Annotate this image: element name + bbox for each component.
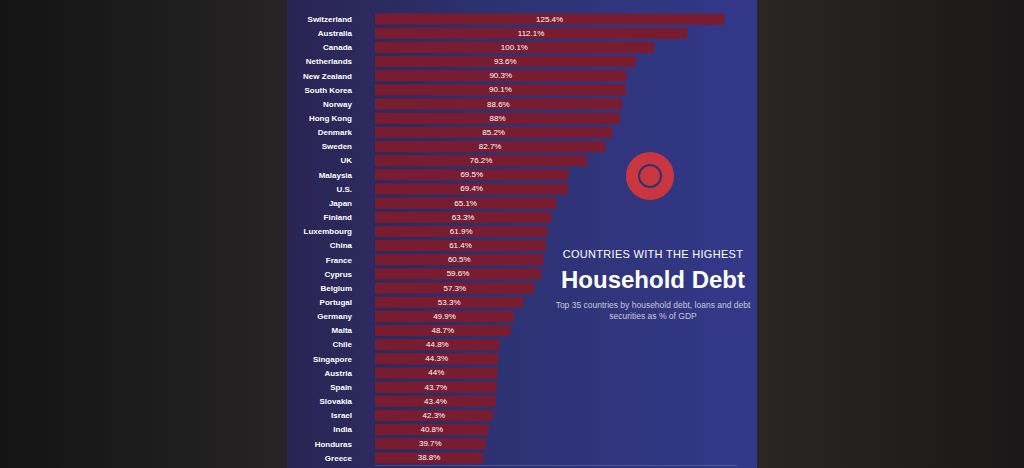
svg-text:69.4%: 69.4% [460, 184, 483, 193]
svg-text:88%: 88% [490, 114, 506, 123]
html-text:Household Debt: Household Debt [561, 266, 745, 293]
svg-text:Belgium: Belgium [320, 284, 352, 293]
svg-text:59.6%: 59.6% [447, 269, 470, 278]
svg-text:Hong Kong: Hong Kong [309, 114, 352, 123]
svg-text:90.1%: 90.1% [489, 85, 512, 94]
svg-text:Honduras: Honduras [315, 440, 353, 449]
svg-text:49.9%: 49.9% [433, 312, 456, 321]
svg-text:53.3%: 53.3% [438, 298, 461, 307]
svg-text:69.5%: 69.5% [460, 170, 483, 179]
svg-text:Canada: Canada [323, 43, 352, 52]
svg-text:Chile: Chile [332, 340, 352, 349]
svg-text:Israel: Israel [331, 411, 352, 420]
svg-text:44.3%: 44.3% [425, 354, 448, 363]
svg-text:61.9%: 61.9% [450, 227, 473, 236]
svg-text:60.5%: 60.5% [448, 255, 471, 264]
svg-text:Japan: Japan [329, 199, 352, 208]
svg-text:Malta: Malta [332, 326, 353, 335]
svg-text:82.7%: 82.7% [479, 142, 502, 151]
svg-text:Austria: Austria [324, 369, 352, 378]
svg-text:South Korea: South Korea [304, 86, 352, 95]
svg-text:112.1%: 112.1% [518, 29, 545, 38]
svg-text:U.S.: U.S. [336, 185, 352, 194]
svg-text:61.4%: 61.4% [449, 241, 472, 250]
svg-text:Netherlands: Netherlands [306, 57, 353, 66]
svg-text:India: India [333, 425, 352, 434]
svg-text:Spain: Spain [330, 383, 352, 392]
svg-text:Australia: Australia [318, 29, 353, 38]
svg-text:Portugal: Portugal [320, 298, 352, 307]
svg-text:Germany: Germany [317, 312, 352, 321]
svg-text:93.6%: 93.6% [494, 57, 517, 66]
svg-text:90.3%: 90.3% [489, 71, 512, 80]
svg-text:76.2%: 76.2% [470, 156, 493, 165]
svg-text:Switzerland: Switzerland [308, 15, 353, 24]
svg-text:65.1%: 65.1% [454, 199, 477, 208]
svg-text:88.6%: 88.6% [487, 100, 510, 109]
svg-text:43.4%: 43.4% [424, 397, 447, 406]
svg-text:Cyprus: Cyprus [324, 270, 352, 279]
svg-text:57.3%: 57.3% [443, 284, 466, 293]
svg-text:40.8%: 40.8% [420, 425, 443, 434]
svg-text:48.7%: 48.7% [431, 326, 454, 335]
svg-text:44%: 44% [428, 368, 444, 377]
svg-text:125.4%: 125.4% [536, 15, 563, 24]
svg-text:New Zealand: New Zealand [303, 72, 352, 81]
svg-text:44.8%: 44.8% [426, 340, 449, 349]
svg-text:Slovakia: Slovakia [320, 397, 353, 406]
svg-text:China: China [330, 241, 353, 250]
svg-text:63.3%: 63.3% [452, 213, 475, 222]
html-text:COUNTRIES WITH THE HIGHEST: COUNTRIES WITH THE HIGHEST [562, 248, 744, 260]
svg-text:85.2%: 85.2% [482, 128, 505, 137]
svg-text:42.3%: 42.3% [423, 411, 446, 420]
svg-text:UK: UK [340, 156, 352, 165]
svg-text:France: France [326, 256, 353, 265]
svg-text:Sweden: Sweden [322, 142, 352, 151]
svg-text:Luxembourg: Luxembourg [304, 227, 353, 236]
svg-text:Finland: Finland [324, 213, 353, 222]
svg-text:43.7%: 43.7% [425, 383, 448, 392]
svg-text:39.7%: 39.7% [419, 439, 442, 448]
svg-text:100.1%: 100.1% [501, 43, 528, 52]
svg-text:Malaysia: Malaysia [319, 171, 353, 180]
svg-text:Singapore: Singapore [313, 355, 353, 364]
svg-text:Greece: Greece [325, 454, 353, 463]
svg-text:38.8%: 38.8% [418, 453, 441, 462]
svg-text:Denmark: Denmark [318, 128, 353, 137]
html-text:Top 35 countries by household: Top 35 countries by household debt, loan… [555, 300, 751, 321]
svg-text:Norway: Norway [323, 100, 352, 109]
